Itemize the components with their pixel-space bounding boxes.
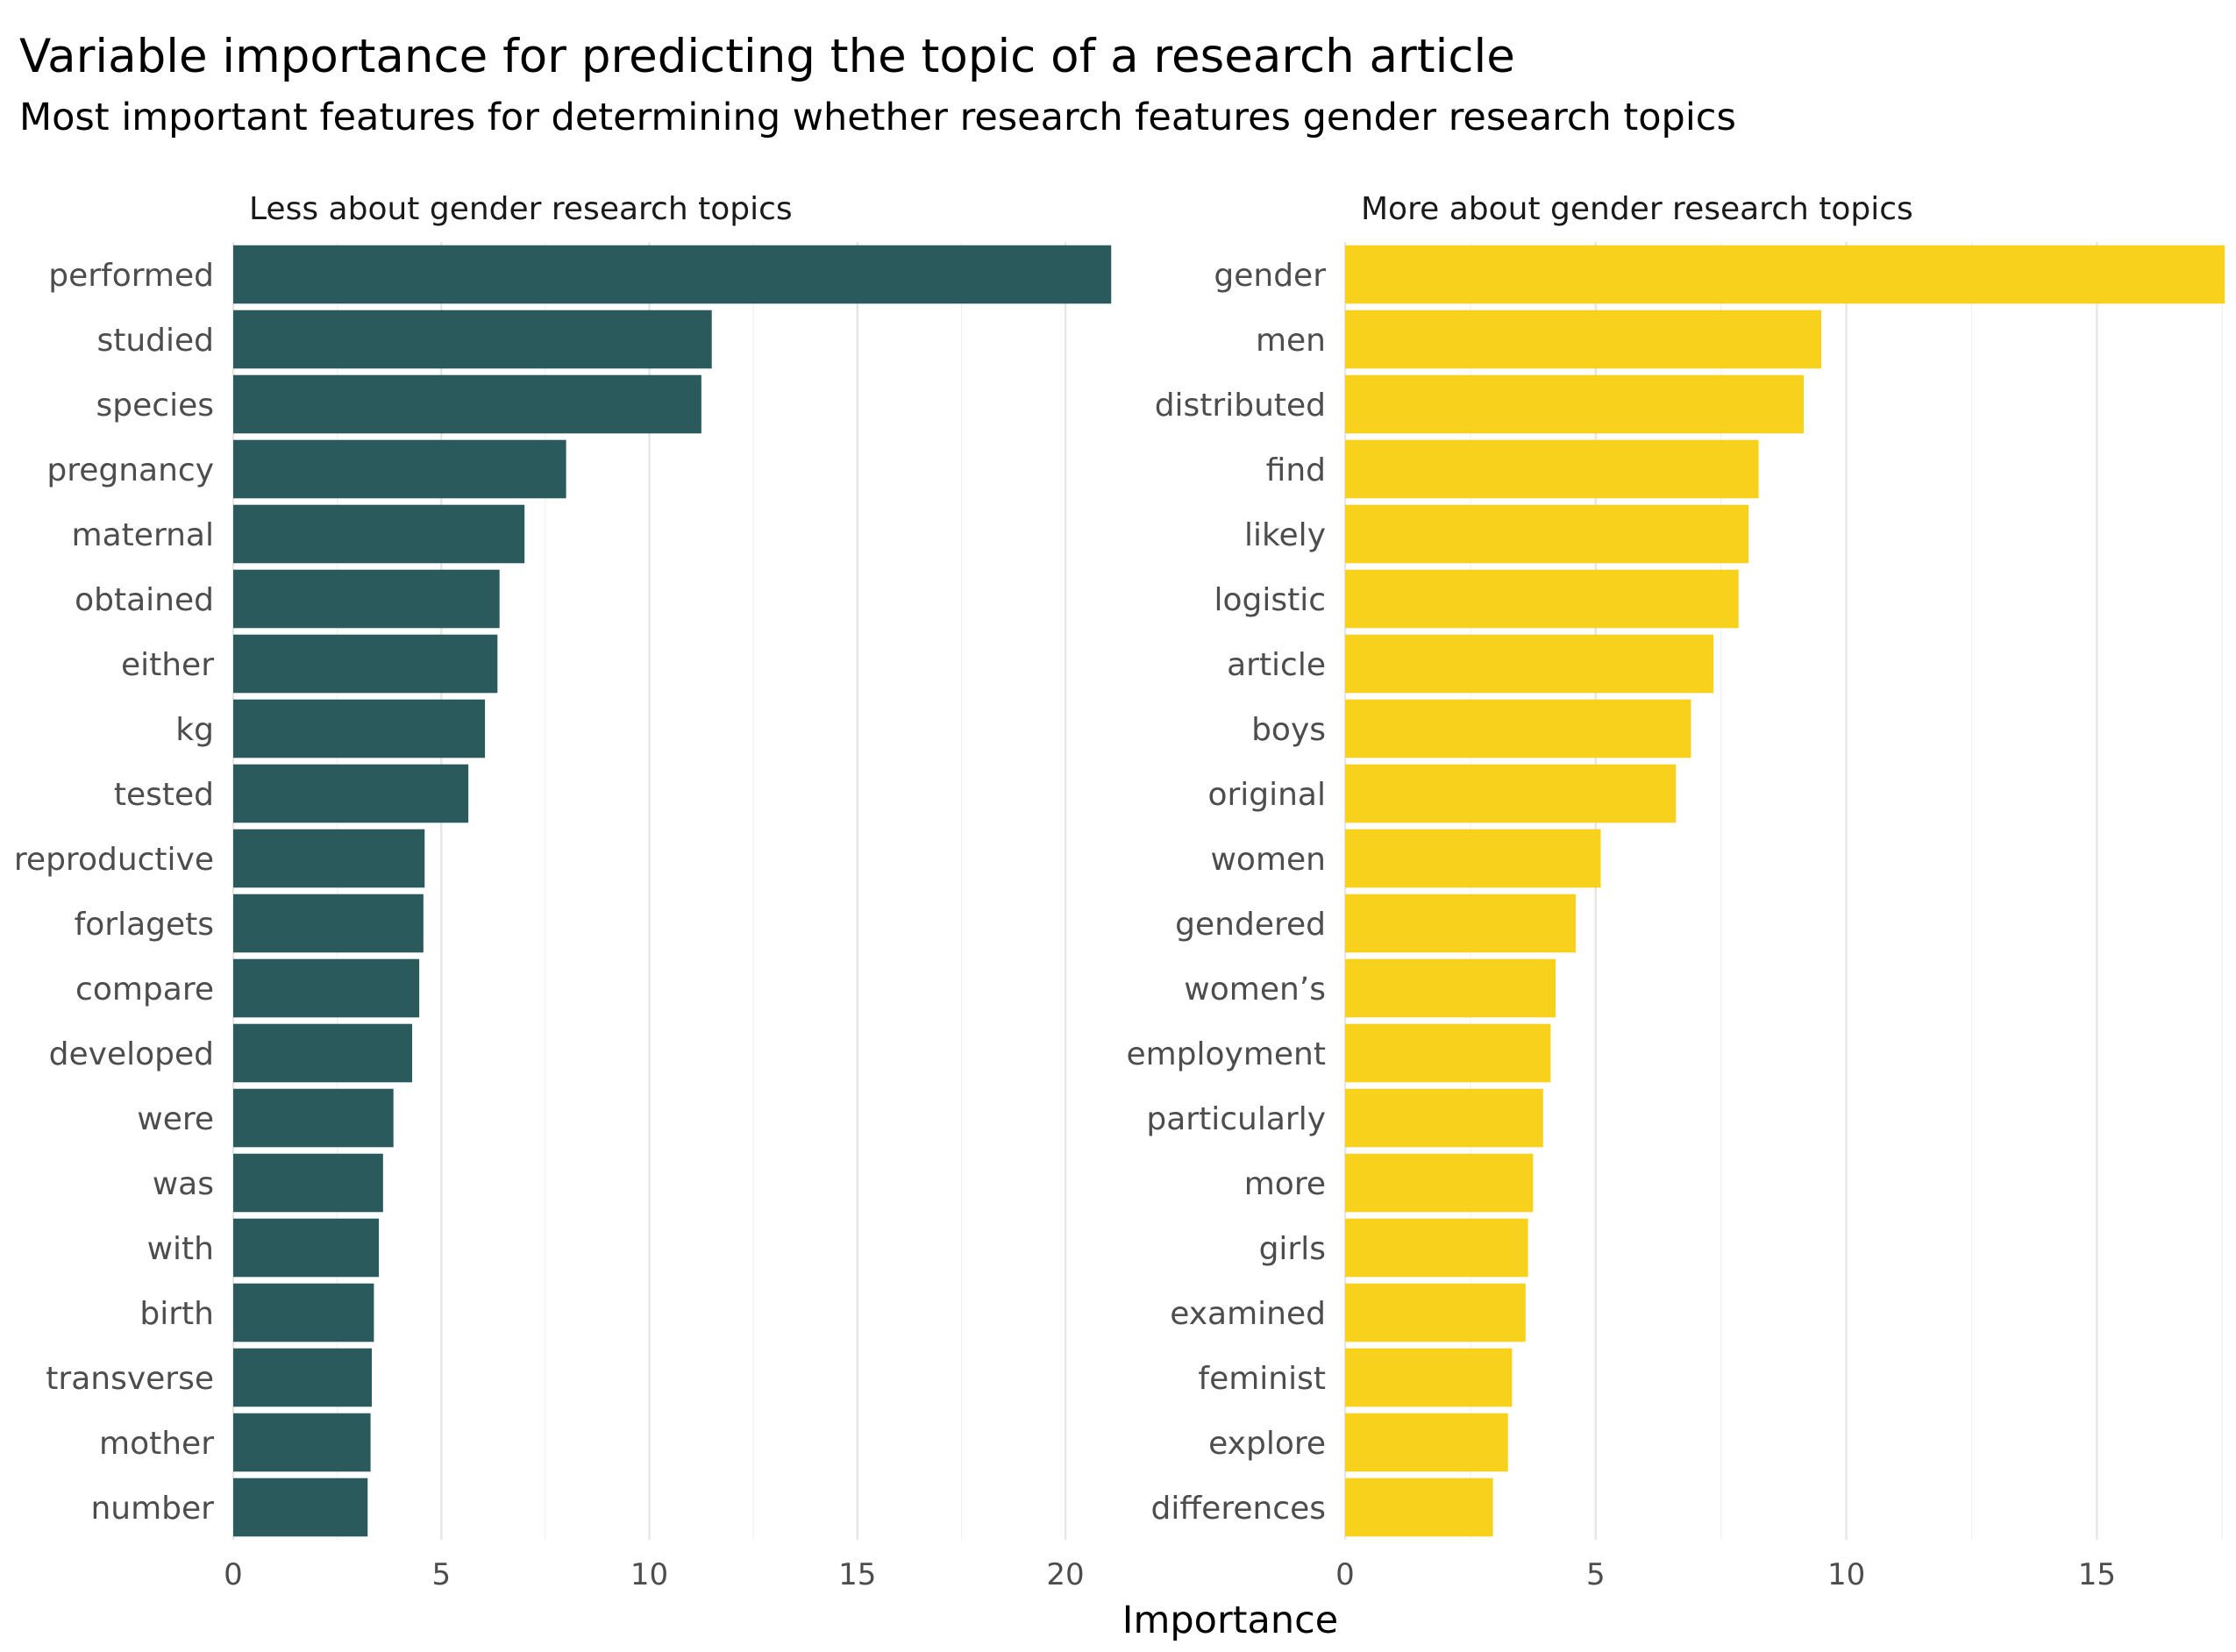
- bar-more-4: [1345, 504, 1749, 564]
- bar-more-8: [1345, 764, 1677, 823]
- bar-less-19: [233, 1478, 368, 1537]
- category-label: with: [147, 1231, 214, 1267]
- bar-less-0: [233, 245, 1112, 304]
- category-label: logistic: [1214, 582, 1326, 618]
- bar-more-1: [1345, 310, 1822, 369]
- bar-less-18: [233, 1413, 371, 1472]
- bar-more-12: [1345, 1023, 1551, 1083]
- bar-more-7: [1345, 699, 1691, 758]
- category-label: studied: [96, 323, 214, 359]
- facet-panel-less-gender: Less about gender research topics perform…: [14, 191, 1112, 1592]
- category-label: number: [90, 1491, 214, 1527]
- category-label: were: [137, 1101, 214, 1137]
- x-tick-label: 15: [838, 1557, 876, 1592]
- x-tick-label: 5: [431, 1557, 451, 1592]
- category-label: maternal: [72, 517, 214, 553]
- chart-subtitle: Most important features for determining …: [19, 96, 1736, 139]
- bar-more-5: [1345, 569, 1739, 629]
- category-label: either: [121, 647, 214, 683]
- bar-more-11: [1345, 958, 1556, 1018]
- bar-less-5: [233, 569, 500, 629]
- bar-less-1: [233, 310, 712, 369]
- bar-more-10: [1345, 894, 1576, 953]
- bar-less-10: [233, 894, 424, 953]
- bar-less-2: [233, 374, 701, 434]
- facet-label-more: More about gender research topics: [1361, 191, 1913, 227]
- bar-more-18: [1345, 1413, 1508, 1472]
- category-label: girls: [1259, 1231, 1326, 1267]
- x-tick-label: 10: [630, 1557, 668, 1592]
- category-label: distributed: [1155, 388, 1326, 424]
- category-label: original: [1207, 777, 1326, 813]
- x-tick-label: 0: [1335, 1557, 1355, 1592]
- category-label: feminist: [1198, 1361, 1326, 1397]
- x-tick-label: 5: [1586, 1557, 1606, 1592]
- bar-more-19: [1345, 1478, 1493, 1537]
- bar-less-16: [233, 1283, 374, 1342]
- category-label: explore: [1208, 1426, 1326, 1462]
- category-label: developed: [49, 1036, 214, 1072]
- bar-more-2: [1345, 374, 1805, 434]
- bar-less-12: [233, 1023, 413, 1083]
- category-label: examined: [1170, 1296, 1326, 1332]
- bar-less-9: [233, 829, 425, 888]
- category-label: find: [1266, 452, 1326, 488]
- category-label: gender: [1214, 258, 1326, 294]
- bar-less-8: [233, 764, 469, 823]
- category-label: performed: [48, 258, 214, 294]
- category-label: tested: [114, 777, 214, 813]
- x-tick-label: 20: [1046, 1557, 1084, 1592]
- bar-less-7: [233, 699, 486, 758]
- bar-more-9: [1345, 829, 1601, 888]
- facet-label-less: Less about gender research topics: [249, 191, 793, 227]
- bar-more-14: [1345, 1153, 1534, 1213]
- category-label: article: [1227, 647, 1326, 683]
- category-label: women’s: [1184, 972, 1326, 1008]
- category-label: was: [153, 1166, 214, 1202]
- category-label: obtained: [75, 582, 214, 618]
- bar-more-17: [1345, 1348, 1513, 1407]
- category-label: transverse: [46, 1361, 214, 1397]
- x-axis-label: Importance: [1122, 1599, 1338, 1642]
- category-label: more: [1244, 1166, 1326, 1202]
- bar-less-15: [233, 1218, 380, 1278]
- category-label: boys: [1251, 712, 1326, 748]
- category-label: birth: [139, 1296, 214, 1332]
- bar-more-6: [1345, 634, 1714, 694]
- bar-less-17: [233, 1348, 373, 1407]
- category-label: pregnancy: [46, 452, 214, 488]
- bar-less-4: [233, 504, 525, 564]
- bar-more-3: [1345, 439, 1759, 499]
- category-label: differences: [1151, 1491, 1326, 1527]
- category-label: compare: [75, 972, 214, 1008]
- category-label: likely: [1244, 517, 1326, 553]
- bar-less-14: [233, 1153, 383, 1213]
- category-label: species: [96, 388, 214, 424]
- category-label: forlagets: [75, 907, 214, 943]
- x-tick-label: 0: [224, 1557, 243, 1592]
- bar-less-11: [233, 958, 420, 1018]
- category-label: employment: [1126, 1036, 1326, 1072]
- category-label: particularly: [1146, 1101, 1326, 1137]
- category-label: kg: [175, 712, 214, 748]
- bar-less-6: [233, 634, 498, 694]
- bar-more-15: [1345, 1218, 1528, 1278]
- category-label: reproductive: [14, 842, 214, 878]
- category-label: men: [1256, 323, 1326, 359]
- facet-panel-more-gender: More about gender research topics gender m…: [1126, 191, 2225, 1592]
- category-label: gendered: [1175, 907, 1326, 943]
- x-tick-label: 10: [1827, 1557, 1865, 1592]
- category-label: mother: [99, 1426, 214, 1462]
- x-tick-label: 15: [2078, 1557, 2116, 1592]
- bar-more-16: [1345, 1283, 1526, 1342]
- bar-less-13: [233, 1088, 394, 1148]
- chart-title: Variable importance for predicting the t…: [19, 30, 1515, 83]
- bar-more-0: [1345, 245, 2225, 304]
- bar-more-13: [1345, 1088, 1543, 1148]
- bar-less-3: [233, 439, 566, 499]
- category-label: women: [1210, 842, 1326, 878]
